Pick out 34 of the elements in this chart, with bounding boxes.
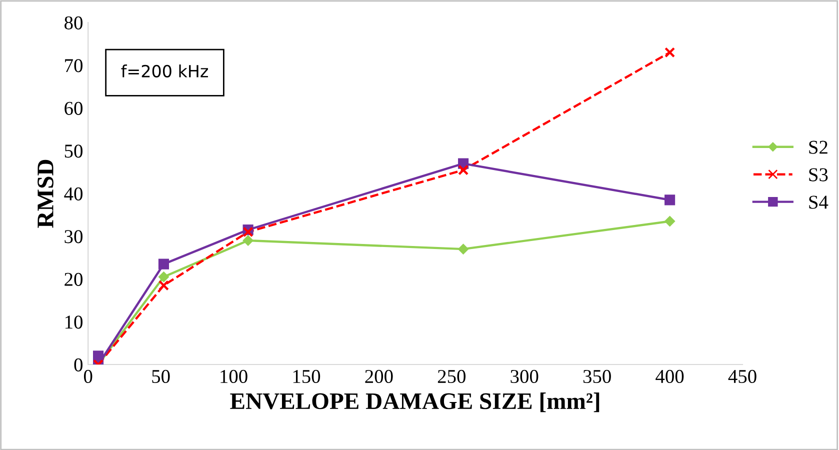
point [664,194,676,206]
legend-label: S3 [809,168,828,182]
y-tick-label: 10 [66,316,82,329]
y-tick-label: 0 [74,358,82,372]
annotation: f=200 kHz [121,64,208,78]
point [158,258,169,270]
x-tick-label: 150 [293,370,320,384]
point [158,280,169,291]
point [458,164,469,176]
y-tick-label: 60 [64,102,82,115]
x-tick-label: 350 [583,370,611,384]
point [664,216,675,226]
y-tick-label: 50 [64,144,82,158]
point [243,235,254,246]
legend-label: S2 [809,140,828,154]
x-tick-label: 200 [365,370,393,384]
y-tick-label: 30 [64,230,82,244]
x-axis-title: ENVELOPE DAMAGE SIZE [mm²] [230,392,600,412]
y-tick-label: 80 [64,16,82,30]
y-tick-label: 40 [64,187,82,200]
x-tick-label: 450 [728,370,756,384]
x-tick-label: 250 [438,370,466,384]
x-tick-label: 400 [656,370,684,384]
x-tick-label: 0 [84,370,92,384]
point [664,47,676,58]
legend-label: S4 [809,196,828,209]
x-tick-label: 100 [220,370,248,384]
point [158,272,169,282]
y-axis-title: RMSD [38,160,54,228]
x-tick-label: 50 [152,370,170,384]
y-tick-label: 70 [65,59,82,72]
x-tick-label: 300 [510,370,538,384]
point [458,244,468,254]
y-tick-label: 20 [64,272,82,286]
